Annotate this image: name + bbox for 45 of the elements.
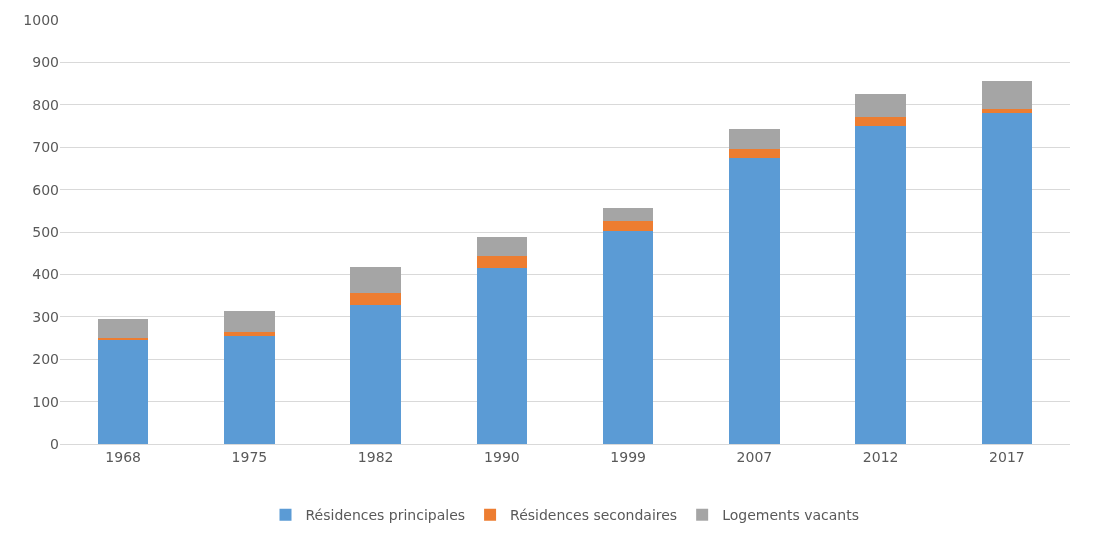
bar (350, 293, 401, 305)
y-tick-label: 900 (32, 54, 59, 71)
bar (855, 94, 906, 117)
bar (602, 207, 654, 222)
x-tick-label: 1990 (484, 448, 520, 465)
bar (729, 149, 780, 159)
bar (97, 339, 149, 444)
x-tick-label: 2017 (989, 448, 1025, 465)
bar (224, 311, 275, 333)
x-tick-label: 1968 (105, 448, 141, 465)
bar (476, 267, 528, 444)
bar (476, 256, 528, 268)
x-tick-label: 1982 (357, 448, 394, 465)
y-tick-label: 500 (32, 223, 59, 240)
bar (97, 318, 149, 338)
y-tick-label: 300 (32, 308, 59, 325)
y-tick-label: 600 (32, 181, 59, 198)
x-tick-label: 2007 (736, 448, 773, 465)
bar (855, 116, 906, 126)
legend-label: Résidences secondaires (510, 507, 678, 524)
y-tick-label: 400 (32, 266, 59, 283)
bar (855, 126, 906, 444)
bar (729, 128, 780, 150)
bar (224, 332, 275, 336)
x-tick-label: 1999 (610, 448, 646, 465)
bar (476, 236, 528, 257)
x-tick-label: 1975 (231, 448, 268, 465)
y-tick-label: 800 (32, 96, 59, 113)
x-tick-label: 2012 (862, 448, 899, 465)
y-tick-label: 1000 (23, 11, 59, 28)
bar (224, 335, 275, 444)
bar (350, 266, 401, 294)
bar (981, 109, 1033, 114)
bar (981, 80, 1033, 110)
y-tick-label: 200 (32, 351, 59, 368)
legend-label: Logements vacants (722, 507, 859, 524)
bar (602, 221, 654, 231)
y-tick-label: 0 (50, 435, 59, 452)
bar (602, 230, 654, 444)
bar (729, 158, 780, 444)
bar (981, 113, 1033, 444)
y-tick-label: 700 (32, 139, 59, 156)
bar (350, 304, 401, 444)
y-tick-label: 100 (32, 393, 59, 410)
legend-label: Résidences principales (305, 507, 466, 524)
